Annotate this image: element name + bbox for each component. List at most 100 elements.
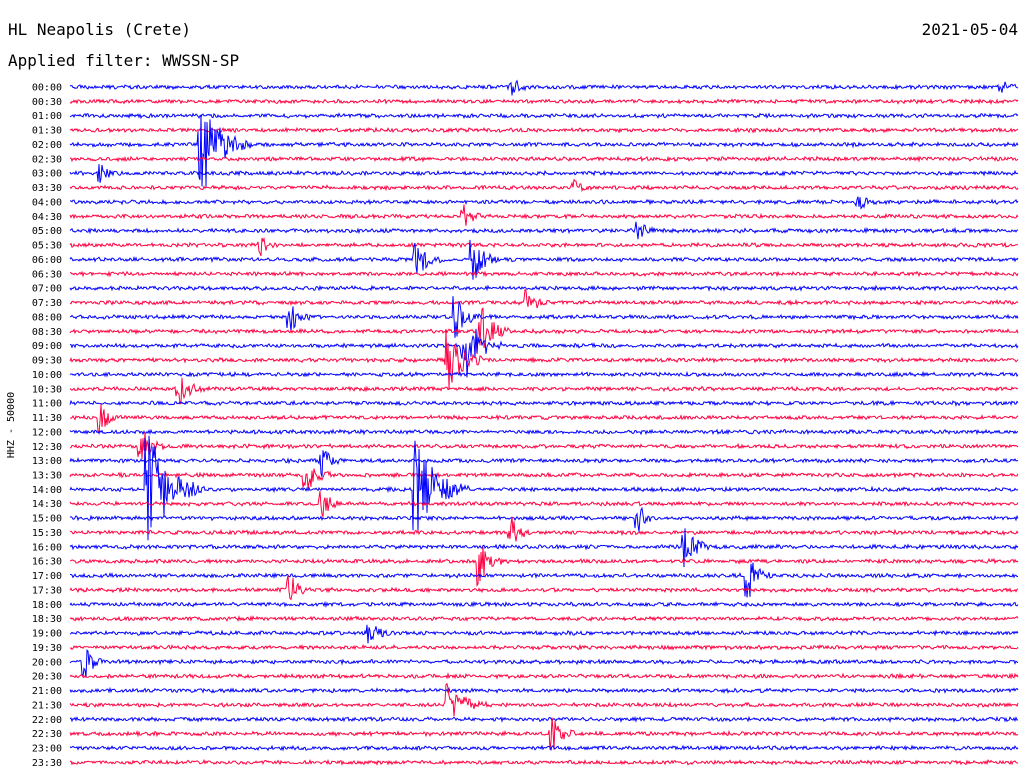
row-time-label: 00:00 — [32, 83, 62, 94]
row-time-label: 23:00 — [32, 744, 62, 755]
trace-row — [69, 399, 1019, 407]
row-time-label: 20:00 — [32, 657, 62, 668]
row-time-label: 22:00 — [32, 715, 62, 726]
trace-row — [69, 744, 1019, 752]
trace-row — [69, 575, 1019, 601]
trace-row — [69, 155, 1019, 163]
trace-row — [69, 428, 1019, 436]
trace-row — [69, 328, 1019, 378]
seismic-traces — [69, 79, 1019, 767]
row-time-label: 08:00 — [32, 312, 62, 323]
row-time-label: 15:30 — [32, 528, 62, 539]
trace-row — [69, 506, 1019, 532]
trace-row — [69, 643, 1019, 652]
trace-row — [69, 196, 1019, 210]
row-time-label: 18:00 — [32, 600, 62, 611]
row-time-label: 01:30 — [32, 126, 62, 137]
row-time-label: 09:00 — [32, 341, 62, 352]
row-time-label: 12:30 — [32, 442, 62, 453]
trace-row — [69, 682, 1019, 717]
row-time-label: 15:00 — [32, 514, 62, 525]
row-time-label: 20:30 — [32, 672, 62, 683]
trace-row — [69, 288, 1019, 309]
trace-row — [69, 450, 1019, 477]
trace-row — [69, 758, 1019, 767]
trace-row — [69, 284, 1019, 292]
row-time-label: 06:00 — [32, 255, 62, 266]
trace-row — [69, 468, 1019, 489]
trace-row — [69, 221, 1019, 240]
row-time-label: 05:30 — [32, 241, 62, 252]
row-time-label: 03:30 — [32, 183, 62, 194]
trace-row — [69, 615, 1019, 623]
row-time-label: 09:30 — [32, 356, 62, 367]
row-time-label: 19:00 — [32, 629, 62, 640]
channel-axis-label: HHZ - 50000 — [6, 392, 17, 458]
trace-row — [69, 404, 1019, 436]
row-time-label: 10:00 — [32, 370, 62, 381]
trace-row — [69, 79, 1019, 96]
row-time-label: 21:30 — [32, 700, 62, 711]
trace-row — [69, 491, 1019, 517]
trace-row — [69, 377, 1019, 405]
row-time-label: 16:00 — [32, 542, 62, 553]
trace-row — [69, 329, 1019, 390]
row-time-label: 02:30 — [32, 154, 62, 165]
row-time-label: 13:00 — [32, 456, 62, 467]
trace-row — [70, 562, 1018, 598]
trace-row — [69, 528, 1019, 568]
row-time-label: 04:30 — [32, 212, 62, 223]
row-time-label: 05:00 — [32, 226, 62, 237]
row-time-label: 19:30 — [32, 643, 62, 654]
trace-row — [69, 435, 1019, 541]
station-title: HL Neapolis (Crete) — [8, 20, 192, 39]
row-time-label: 16:30 — [32, 557, 62, 568]
row-time-label: 22:30 — [32, 729, 62, 740]
row-time-label: 18:30 — [32, 614, 62, 625]
row-time-label: 04:00 — [32, 197, 62, 208]
trace-row — [69, 112, 1019, 120]
row-time-label: 00:30 — [32, 97, 62, 108]
trace-row — [69, 164, 1019, 183]
row-time-label: 06:30 — [32, 269, 62, 280]
trace-row — [69, 649, 1019, 679]
row-time-label: 03:00 — [32, 169, 62, 180]
row-time-label: 07:00 — [32, 284, 62, 295]
trace-row — [69, 296, 1019, 338]
row-time-label: 14:30 — [32, 499, 62, 510]
date-label: 2021-05-04 — [921, 20, 1018, 39]
trace-row — [69, 686, 1019, 694]
row-time-label: 17:00 — [32, 571, 62, 582]
row-time-label: 01:00 — [32, 111, 62, 122]
trace-row — [69, 624, 1019, 644]
trace-row — [69, 546, 1019, 588]
trace-row — [69, 178, 1019, 193]
trace-row — [69, 717, 1019, 750]
trace-row — [69, 126, 1019, 134]
trace-row — [69, 431, 1019, 460]
row-time-label: 23:30 — [32, 758, 62, 769]
row-time-label: 08:30 — [32, 327, 62, 338]
trace-row — [69, 114, 1019, 187]
trace-row — [69, 307, 1019, 355]
trace-row — [69, 516, 1019, 542]
row-labels: 00:00 00:30 01:00 01:30 02:00 02:30 03:00 03:30… — [32, 83, 62, 769]
row-time-label: 17:30 — [32, 585, 62, 596]
row-time-label: 12:00 — [32, 427, 62, 438]
trace-row — [69, 715, 1019, 724]
trace-row — [69, 239, 1019, 280]
trace-row — [69, 600, 1019, 608]
row-time-label: 11:00 — [32, 399, 62, 410]
trace-row — [69, 270, 1019, 278]
row-time-label: 13:30 — [32, 470, 62, 481]
filter-label: Applied filter: WWSSN-SP — [8, 51, 240, 70]
row-time-label: 07:30 — [32, 298, 62, 309]
row-time-label: 14:00 — [32, 485, 62, 496]
row-time-label: 11:30 — [32, 413, 62, 424]
trace-row — [69, 204, 1019, 226]
trace-row — [69, 236, 1019, 257]
trace-row — [69, 97, 1019, 106]
trace-row — [69, 672, 1019, 680]
row-time-label: 10:30 — [32, 384, 62, 395]
